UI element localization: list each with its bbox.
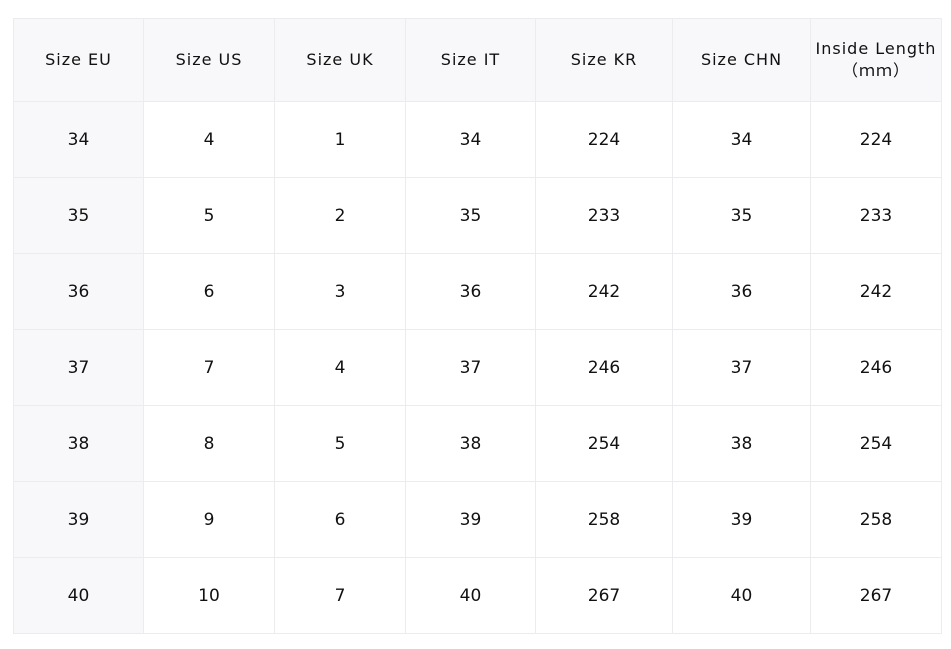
cell-size-it: 37: [405, 329, 536, 406]
table-row: 34 4 1 34 224 34 224: [13, 101, 942, 178]
cell-size-us: 10: [143, 557, 275, 634]
cell-size-kr: 246: [535, 329, 673, 406]
cell-size-us: 9: [143, 481, 275, 558]
cell-size-chn: 40: [672, 557, 811, 634]
header-size-uk: Size UK: [274, 18, 406, 102]
cell-size-it: 39: [405, 481, 536, 558]
cell-size-eu: 39: [13, 481, 144, 558]
header-size-us: Size US: [143, 18, 275, 102]
cell-size-uk: 7: [274, 557, 406, 634]
cell-size-us: 6: [143, 253, 275, 330]
header-size-kr: Size KR: [535, 18, 673, 102]
cell-size-us: 8: [143, 405, 275, 482]
cell-inside-length: 254: [810, 405, 942, 482]
cell-size-kr: 258: [535, 481, 673, 558]
cell-size-eu: 37: [13, 329, 144, 406]
cell-size-chn: 37: [672, 329, 811, 406]
cell-size-uk: 2: [274, 177, 406, 254]
cell-size-it: 35: [405, 177, 536, 254]
cell-size-uk: 1: [274, 101, 406, 178]
cell-inside-length: 246: [810, 329, 942, 406]
header-size-it: Size IT: [405, 18, 536, 102]
table-row: 36 6 3 36 242 36 242: [13, 253, 942, 330]
cell-inside-length: 224: [810, 101, 942, 178]
cell-size-chn: 36: [672, 253, 811, 330]
cell-size-eu: 40: [13, 557, 144, 634]
cell-size-kr: 242: [535, 253, 673, 330]
table-row: 40 10 7 40 267 40 267: [13, 557, 942, 634]
cell-size-chn: 39: [672, 481, 811, 558]
header-size-eu: Size EU: [13, 18, 144, 102]
cell-size-uk: 5: [274, 405, 406, 482]
cell-inside-length: 267: [810, 557, 942, 634]
cell-size-eu: 34: [13, 101, 144, 178]
cell-size-it: 38: [405, 405, 536, 482]
cell-size-uk: 4: [274, 329, 406, 406]
cell-size-kr: 224: [535, 101, 673, 178]
header-row: Size EU Size US Size UK Size IT Size KR …: [13, 18, 942, 102]
cell-size-us: 5: [143, 177, 275, 254]
size-chart-table: Size EU Size US Size UK Size IT Size KR …: [13, 18, 942, 634]
cell-size-it: 34: [405, 101, 536, 178]
table-row: 38 8 5 38 254 38 254: [13, 405, 942, 482]
table-row: 35 5 2 35 233 35 233: [13, 177, 942, 254]
header-size-chn: Size CHN: [672, 18, 811, 102]
cell-size-chn: 35: [672, 177, 811, 254]
cell-size-us: 7: [143, 329, 275, 406]
cell-size-chn: 38: [672, 405, 811, 482]
cell-size-uk: 3: [274, 253, 406, 330]
cell-size-us: 4: [143, 101, 275, 178]
cell-size-kr: 233: [535, 177, 673, 254]
cell-inside-length: 233: [810, 177, 942, 254]
cell-size-kr: 254: [535, 405, 673, 482]
table-row: 39 9 6 39 258 39 258: [13, 481, 942, 558]
cell-inside-length: 242: [810, 253, 942, 330]
cell-size-eu: 36: [13, 253, 144, 330]
cell-size-it: 40: [405, 557, 536, 634]
cell-size-it: 36: [405, 253, 536, 330]
cell-size-chn: 34: [672, 101, 811, 178]
cell-size-uk: 6: [274, 481, 406, 558]
cell-size-eu: 35: [13, 177, 144, 254]
cell-size-kr: 267: [535, 557, 673, 634]
cell-size-eu: 38: [13, 405, 144, 482]
table-row: 37 7 4 37 246 37 246: [13, 329, 942, 406]
header-inside-length: Inside Length （ｍｍ）: [810, 18, 942, 102]
cell-inside-length: 258: [810, 481, 942, 558]
